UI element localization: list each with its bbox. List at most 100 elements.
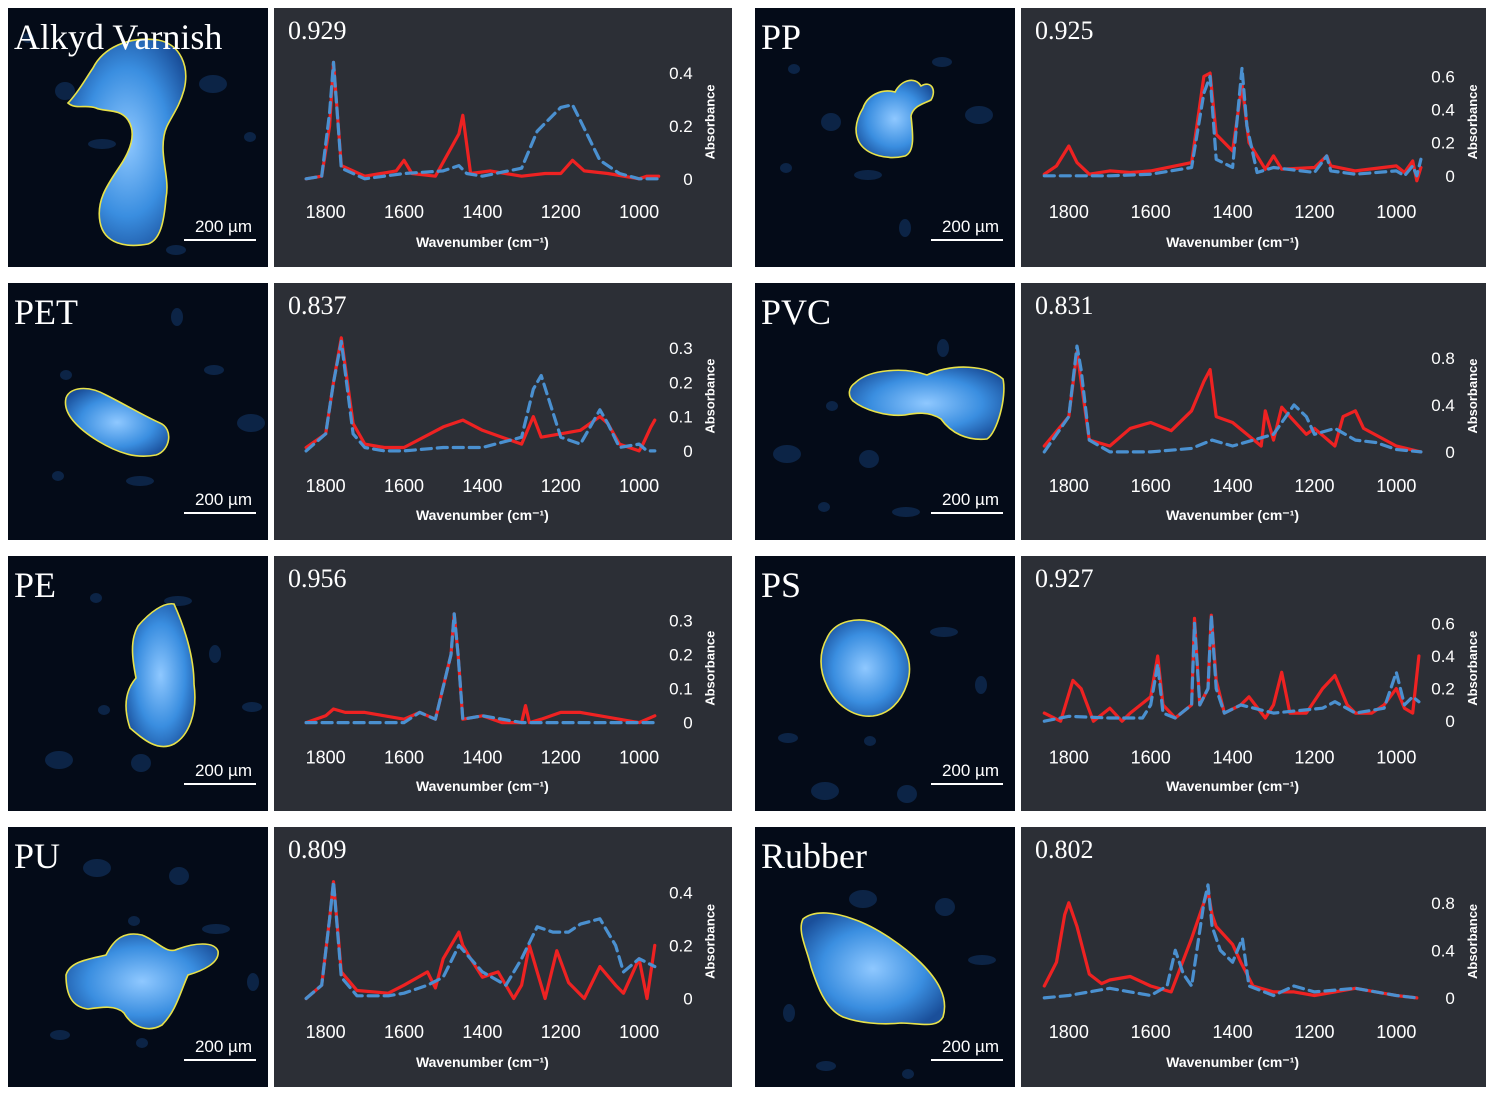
sample-name: Alkyd Varnish (14, 17, 223, 57)
background-particle (899, 219, 911, 237)
background-particle (816, 1061, 836, 1071)
micrograph-image (45, 593, 262, 772)
sample-name: PVC (761, 292, 832, 332)
x-tick-label: 1600 (1131, 202, 1171, 222)
particle-outline (820, 619, 911, 717)
micrograph-0: Alkyd Varnish 200 µm (8, 8, 268, 267)
y-tick-label: 0.2 (669, 117, 693, 136)
sample-name: PU (14, 836, 61, 876)
x-axis-label: Wavenumber (cm⁻¹) (1166, 507, 1299, 523)
y-axis-label: Absorbance (1465, 631, 1480, 706)
x-tick-label: 1000 (1376, 747, 1416, 767)
spectrum-plot: 1800 1600 1400 1200 1000 0 0.2 0.4 0.6 Wavenumber… (1042, 66, 1480, 250)
scale-bar-label: 200 µm (194, 217, 252, 236)
scale-bar-label: 200 µm (941, 761, 999, 780)
spectrum-panel-3: 0.831 1800 1600 1400 1200 1000 0 0.4 0.8 Wavenumb… (1021, 283, 1486, 540)
y-tick-label: 0 (1445, 989, 1454, 1008)
y-tick-label: 0.2 (669, 936, 693, 955)
spectrum-plot: 1800 1600 1400 1200 1000 0 0.4 0.8 Wavenumber (c… (1042, 344, 1480, 523)
background-particle (209, 645, 221, 663)
match-score: 0.831 (1035, 291, 1094, 320)
background-particle (818, 502, 830, 512)
match-score: 0.802 (1035, 835, 1094, 864)
y-tick-label: 0 (1445, 443, 1454, 462)
x-tick-label: 1000 (619, 202, 659, 222)
x-tick-label: 1400 (1213, 1022, 1253, 1042)
background-particle (773, 445, 801, 463)
x-tick-label: 1200 (1294, 1022, 1334, 1042)
particle-outline (800, 912, 946, 1026)
y-tick-label: 0.4 (669, 883, 693, 902)
scale-bar-label: 200 µm (194, 761, 252, 780)
micrograph-image (22, 33, 256, 255)
background-particle (52, 471, 64, 481)
y-tick-label: 0 (683, 714, 692, 733)
background-particle (937, 339, 949, 357)
scale-bar (184, 512, 256, 514)
x-tick-label: 1200 (1294, 747, 1334, 767)
match-score: 0.925 (1035, 16, 1094, 45)
spectrum-panel-6: 0.809 1800 1600 1400 1200 1000 0 0.2 0.4 Wavenumb… (274, 827, 732, 1087)
background-particle (930, 627, 958, 637)
y-tick-label: 0.2 (669, 646, 693, 665)
y-tick-label: 0.3 (669, 612, 693, 631)
background-particle (169, 867, 189, 885)
spectrum-panel-7: 0.802 1800 1600 1400 1200 1000 0 0.4 0.8 Wavenumb… (1021, 827, 1486, 1087)
reference-spectrum-line (304, 339, 657, 453)
measured-spectrum-line (304, 336, 657, 453)
scale-bar (931, 512, 1003, 514)
background-particle (50, 1030, 70, 1040)
background-particle (864, 736, 876, 746)
spectrum-plot: 1800 1600 1400 1200 1000 0 0.2 0.4 0.6 Wavenumber… (1042, 613, 1480, 794)
micrograph-6: PU 200 µm (8, 827, 268, 1087)
y-tick-label: 0.8 (1431, 349, 1455, 368)
scale-bar (931, 1059, 1003, 1061)
spectrum-plot: 1800 1600 1400 1200 1000 0 0.2 0.4 Wavenumber (c… (304, 60, 718, 250)
background-particle (242, 702, 262, 712)
scale-bar-label: 200 µm (194, 1037, 252, 1056)
reference-spectrum-line (304, 880, 657, 1001)
reference-spectrum-line (1042, 613, 1421, 723)
micrograph-7: Rubber 200 µm (755, 827, 1015, 1087)
background-particle (965, 106, 993, 124)
background-particle (854, 170, 882, 180)
y-tick-label: 0.4 (1431, 101, 1455, 120)
y-axis-label: Absorbance (703, 904, 718, 979)
sample-name: Rubber (761, 836, 867, 876)
y-tick-label: 0.4 (1431, 941, 1455, 960)
scale-bar-label: 200 µm (941, 490, 999, 509)
y-tick-label: 0.8 (1431, 894, 1455, 913)
x-tick-label: 1800 (306, 747, 346, 767)
match-score: 0.927 (1035, 564, 1094, 593)
background-particle (166, 245, 186, 255)
background-particle (83, 859, 111, 877)
measured-spectrum-line (1042, 350, 1423, 454)
reference-spectrum-line (1042, 344, 1423, 454)
spectrum-panel-2: 0.837 1800 1600 1400 1200 1000 0 0.1 0.2 0.3 Waven… (274, 283, 732, 540)
y-tick-label: 0.2 (1431, 134, 1455, 153)
x-tick-label: 1800 (1049, 476, 1089, 496)
background-particle (90, 593, 102, 603)
micrograph-image (50, 859, 259, 1048)
match-score: 0.837 (288, 291, 347, 320)
spectrum-panel-5: 0.927 1800 1600 1400 1200 1000 0 0.2 0.4 0.6 Waven… (1021, 556, 1486, 811)
background-particle (811, 782, 839, 800)
x-tick-label: 1600 (384, 476, 424, 496)
background-particle (783, 1004, 795, 1022)
x-tick-label: 1400 (462, 476, 502, 496)
x-tick-label: 1600 (384, 747, 424, 767)
particle-outline (65, 933, 219, 1030)
background-particle (780, 163, 792, 173)
y-tick-label: 0.2 (1431, 680, 1455, 699)
sample-name: PS (761, 565, 802, 605)
x-tick-label: 1800 (1049, 202, 1089, 222)
x-tick-label: 1800 (1049, 1022, 1089, 1042)
reference-spectrum-line (304, 612, 657, 725)
y-tick-label: 0.4 (1431, 647, 1455, 666)
x-axis-label: Wavenumber (cm⁻¹) (416, 778, 549, 794)
x-tick-label: 1400 (1213, 476, 1253, 496)
y-tick-label: 0.2 (669, 373, 693, 392)
background-particle (199, 75, 227, 93)
background-particle (859, 450, 879, 468)
x-tick-label: 1600 (384, 1022, 424, 1042)
